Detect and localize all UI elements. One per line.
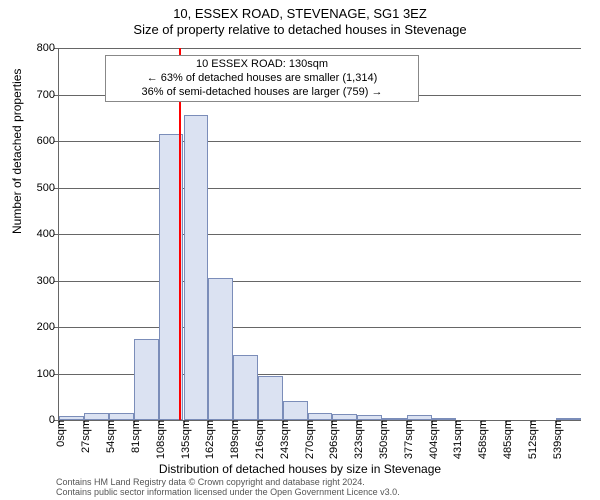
y-tick-label: 800 <box>37 42 59 54</box>
x-tick-label: 377sqm <box>399 420 415 459</box>
info-box-line: 10 ESSEX ROAD: 130sqm <box>112 58 412 72</box>
x-tick-label: 350sqm <box>374 420 390 459</box>
info-box-line: 36% of semi-detached houses are larger (… <box>112 86 412 100</box>
x-tick-label: 243sqm <box>275 420 291 459</box>
x-tick-label: 0sqm <box>51 420 67 447</box>
x-tick-label: 485sqm <box>498 420 514 459</box>
x-tick-label: 431sqm <box>448 420 464 459</box>
x-tick-label: 216sqm <box>250 420 266 459</box>
plot-area: 01002003004005006007008000sqm27sqm54sqm8… <box>58 48 581 421</box>
histogram-bar <box>184 115 209 420</box>
x-tick-label: 404sqm <box>424 420 440 459</box>
x-tick-label: 27sqm <box>76 420 92 453</box>
histogram-bar <box>84 413 109 420</box>
chart-header: 10, ESSEX ROAD, STEVENAGE, SG1 3EZ Size … <box>0 0 600 39</box>
footer-line-2: Contains public sector information licen… <box>56 488 400 498</box>
x-tick-label: 108sqm <box>151 420 167 459</box>
marker-line <box>179 48 181 420</box>
x-tick-label: 81sqm <box>126 420 142 453</box>
y-tick-label: 600 <box>37 135 59 147</box>
y-tick-label: 300 <box>37 275 59 287</box>
x-tick-label: 270sqm <box>300 420 316 459</box>
histogram-bar <box>258 376 283 420</box>
histogram-bar <box>283 401 308 420</box>
chart-plot: 01002003004005006007008000sqm27sqm54sqm8… <box>58 48 580 420</box>
x-tick-label: 512sqm <box>523 420 539 459</box>
y-tick-label: 700 <box>37 89 59 101</box>
chart-address: 10, ESSEX ROAD, STEVENAGE, SG1 3EZ <box>0 6 600 22</box>
x-axis-label: Distribution of detached houses by size … <box>0 462 600 476</box>
info-box-line: ← 63% of detached houses are smaller (1,… <box>112 72 412 86</box>
x-tick-label: 162sqm <box>200 420 216 459</box>
histogram-bar <box>308 413 332 420</box>
y-tick-label: 200 <box>37 321 59 333</box>
x-tick-label: 54sqm <box>101 420 117 453</box>
grid-line <box>59 281 581 282</box>
y-tick-label: 100 <box>37 368 59 380</box>
y-tick-label: 400 <box>37 228 59 240</box>
grid-line <box>59 234 581 235</box>
x-tick-label: 458sqm <box>473 420 489 459</box>
histogram-bar <box>109 413 134 420</box>
x-tick-label: 189sqm <box>225 420 241 459</box>
grid-line <box>59 48 581 49</box>
histogram-bar <box>134 339 159 420</box>
y-axis-label: Number of detached properties <box>10 69 24 234</box>
footer-attribution: Contains HM Land Registry data © Crown c… <box>56 478 400 498</box>
info-box: 10 ESSEX ROAD: 130sqm← 63% of detached h… <box>105 55 419 102</box>
y-tick-label: 500 <box>37 182 59 194</box>
x-tick-label: 135sqm <box>176 420 192 459</box>
x-tick-label: 323sqm <box>349 420 365 459</box>
grid-line <box>59 141 581 142</box>
grid-line <box>59 188 581 189</box>
grid-line <box>59 327 581 328</box>
x-tick-label: 539sqm <box>548 420 564 459</box>
histogram-bar <box>208 278 233 420</box>
histogram-bar <box>233 355 258 420</box>
chart-subtitle: Size of property relative to detached ho… <box>0 22 600 38</box>
x-tick-label: 296sqm <box>324 420 340 459</box>
